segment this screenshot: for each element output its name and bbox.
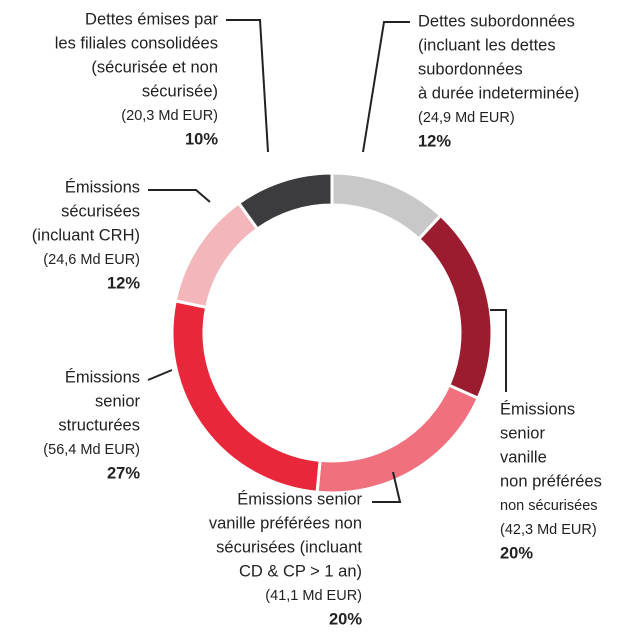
leader-line: [148, 189, 211, 203]
donut-segment: [315, 383, 481, 495]
donut-segment: [416, 213, 494, 401]
donut-segment: [236, 171, 334, 232]
percent-label: 20%: [500, 544, 533, 562]
segment-label: non sécurisées: [500, 498, 598, 514]
segment-label: Dettes subordonnées: [418, 12, 575, 30]
amount-label: (20,3 Md EUR): [121, 108, 218, 124]
donut-segment: [330, 171, 443, 242]
segment-label: Émissions senior: [237, 489, 362, 508]
segment-label: (incluant CRH): [32, 226, 140, 244]
percent-label: 27%: [107, 464, 140, 482]
leader-line: [226, 19, 269, 153]
percent-label: 20%: [329, 610, 362, 628]
leader-line: [362, 21, 410, 153]
segment-label: vanille préférées non: [209, 514, 362, 532]
segment-label: les filiales consolidées: [55, 34, 218, 52]
amount-label: (24,9 Md EUR): [418, 110, 515, 126]
leader-line: [372, 471, 402, 503]
segment-label: à durée indeterminée): [418, 84, 579, 102]
segment-label: Dettes émises par: [85, 10, 218, 28]
leader-line: [490, 309, 507, 392]
amount-label: (41,1 Md EUR): [265, 588, 362, 604]
segment-label: senior: [95, 392, 140, 410]
percent-label: 12%: [418, 132, 451, 150]
donut-segment: [170, 299, 322, 494]
segment-label: CD & CP > 1 an): [239, 562, 362, 580]
percent-label: 10%: [185, 130, 218, 148]
segment-label: structurées: [58, 416, 140, 434]
segment-label: vanille: [500, 448, 547, 466]
amount-label: (56,4 Md EUR): [43, 442, 140, 458]
segment-label: sécurisées: [61, 202, 140, 220]
segment-label: senior: [500, 424, 545, 442]
percent-label: 12%: [107, 274, 140, 292]
segment-label: Émissions: [65, 177, 140, 196]
segment-label: non préférées: [500, 472, 602, 490]
segment-label: (sécurisée et non: [91, 58, 218, 76]
leader-line: [147, 369, 173, 381]
segment-label: sécurisées (incluant: [216, 538, 362, 556]
amount-label: (42,3 Md EUR): [500, 522, 597, 538]
amount-label: (24,6 Md EUR): [43, 252, 140, 268]
segment-label: Émissions: [65, 367, 140, 386]
segment-label: subordonnées: [418, 60, 523, 78]
donut-segment: [173, 200, 260, 310]
segment-label: (incluant les dettes: [418, 36, 556, 54]
segment-label: sécurisée): [142, 82, 218, 100]
segment-label: Émissions: [500, 399, 575, 418]
